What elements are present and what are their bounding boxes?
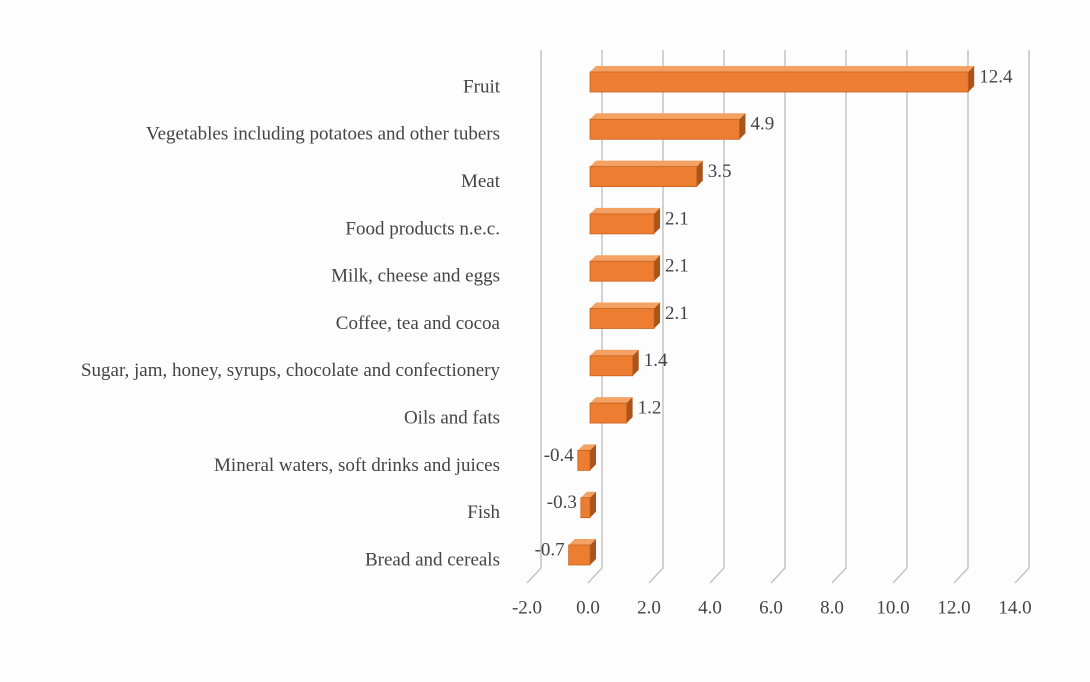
bar-front <box>589 308 655 329</box>
bar-top <box>580 491 596 498</box>
y-tick-label: Bread and cereals <box>365 549 500 570</box>
bar <box>577 444 596 471</box>
bar-front <box>589 118 740 140</box>
bar-side <box>654 302 661 329</box>
bar <box>589 160 703 188</box>
bar <box>589 302 661 329</box>
y-tick-label: Sugar, jam, honey, syrups, chocolate and… <box>81 360 501 381</box>
x-tick-label: 4.0 <box>698 597 722 618</box>
bar-side <box>654 255 661 282</box>
x-tick-label: 0.0 <box>576 597 600 618</box>
bar-front <box>577 449 591 471</box>
y-tick-label: Fruit <box>463 76 501 97</box>
bar-front <box>589 260 655 282</box>
bar-side <box>739 113 746 140</box>
data-label: 1.2 <box>638 397 662 418</box>
bar-front <box>589 402 627 424</box>
bar-top <box>590 207 661 214</box>
data-label: -0.4 <box>544 445 575 466</box>
y-tick-label: Food products n.e.c. <box>345 218 500 239</box>
bar-top <box>577 444 596 451</box>
x-tick-label: 6.0 <box>759 597 783 618</box>
bar-side <box>632 349 639 376</box>
y-tick-label: Milk, cheese and eggs <box>331 266 500 287</box>
bar-front <box>589 355 634 377</box>
bar <box>589 207 661 235</box>
x-tick-label: 12.0 <box>937 597 970 618</box>
data-label: 1.4 <box>644 350 668 371</box>
x-tick-label: 14.0 <box>998 597 1031 618</box>
grid-line <box>1014 50 1030 584</box>
y-tick-label: Mineral waters, soft drinks and juices <box>214 455 500 476</box>
bar-side <box>968 66 975 92</box>
y-tick-label: Oils and fats <box>404 407 500 428</box>
y-tick-label: Coffee, tea and cocoa <box>336 313 501 334</box>
bar-side <box>626 397 633 424</box>
grid-line <box>648 50 664 584</box>
data-label: -0.7 <box>535 539 565 560</box>
bar-top <box>590 349 639 356</box>
data-label: 12.4 <box>979 66 1013 87</box>
bar <box>568 539 596 566</box>
grid-line <box>892 50 908 584</box>
bar-side <box>654 207 661 234</box>
grid-line <box>526 50 542 584</box>
bar-front <box>589 166 698 188</box>
data-label: 2.1 <box>665 303 689 324</box>
y-tick-label: Meat <box>461 171 501 192</box>
x-tick-label: 2.0 <box>637 597 661 618</box>
bar-front <box>568 544 591 566</box>
grid-line <box>953 50 969 584</box>
y-tick-label: Fish <box>467 502 500 523</box>
bar <box>580 491 596 519</box>
bar-top <box>590 113 746 120</box>
bar-top <box>590 255 661 262</box>
grid-line <box>770 50 786 584</box>
x-tick-label: -2.0 <box>512 597 542 618</box>
bar-top <box>568 539 596 545</box>
grid-line <box>709 50 725 584</box>
bar-front <box>589 213 655 235</box>
bar-side <box>696 160 703 187</box>
data-label: 4.9 <box>750 114 774 135</box>
bar-top <box>590 66 975 72</box>
bar-side <box>590 491 596 518</box>
bar <box>589 349 639 377</box>
data-label: 3.5 <box>708 161 732 182</box>
bar-front <box>589 71 969 93</box>
bar-front <box>580 497 591 519</box>
bar <box>589 255 661 282</box>
y-tick-label: Vegetables including potatoes and other … <box>146 124 500 145</box>
x-tick-label: 8.0 <box>820 597 844 618</box>
bar-top <box>590 397 633 404</box>
bar-top <box>590 302 661 309</box>
bar-side <box>590 539 596 565</box>
x-tick-label: 10.0 <box>876 597 909 618</box>
grid-line <box>831 50 847 584</box>
bar <box>589 66 975 93</box>
data-label: -0.3 <box>547 492 577 513</box>
data-label: 2.1 <box>665 256 689 277</box>
bar-top <box>590 160 703 167</box>
bar-side <box>590 444 596 471</box>
data-label: 2.1 <box>665 208 689 229</box>
bar <box>589 113 746 140</box>
bar <box>589 397 633 424</box>
